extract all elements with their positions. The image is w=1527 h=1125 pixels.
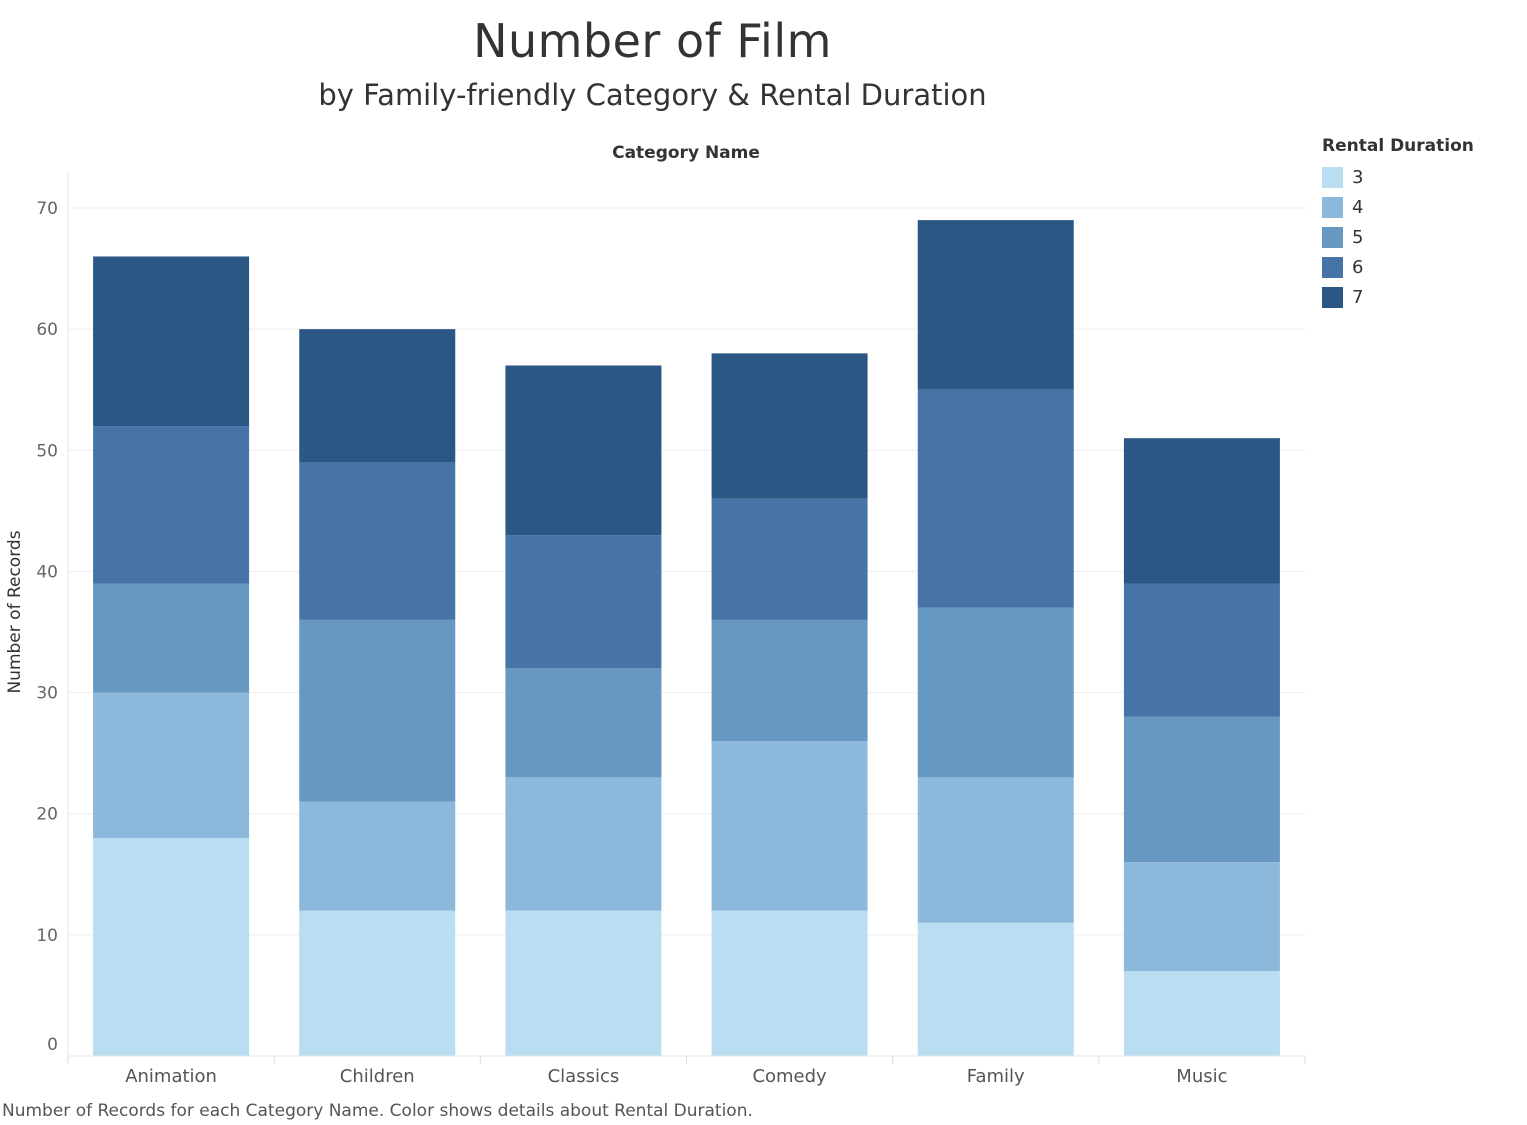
y-tick-label: 20 xyxy=(36,805,58,825)
y-tick-label: 70 xyxy=(36,199,58,219)
bar-segment[interactable] xyxy=(505,535,662,669)
legend-item[interactable]: 4 xyxy=(1322,192,1474,222)
bar-segment[interactable] xyxy=(711,353,868,499)
bar-segment[interactable] xyxy=(917,220,1074,390)
legend: Rental Duration 3 4 5 6 7 xyxy=(1322,136,1474,312)
y-tick-label: 10 xyxy=(36,926,58,946)
bar-segment[interactable] xyxy=(299,329,456,463)
x-axis-title: Category Name xyxy=(612,143,760,163)
bar-segment[interactable] xyxy=(299,801,456,911)
y-tick-label: 40 xyxy=(36,562,58,582)
x-tick-label: Comedy xyxy=(752,1066,827,1087)
bar-segment[interactable] xyxy=(917,922,1074,1056)
gridlines xyxy=(68,207,1305,936)
bar-segment[interactable] xyxy=(93,692,250,838)
legend-item[interactable]: 3 xyxy=(1322,162,1474,192)
stacked-bar-chart: Category Name Number of Records 0 10 20 30 4… xyxy=(5,143,1306,1087)
legend-swatch xyxy=(1322,226,1343,248)
bar-segment[interactable] xyxy=(711,741,868,911)
x-tick-label: Family xyxy=(967,1066,1025,1087)
legend-label: 4 xyxy=(1352,196,1364,218)
legend-swatch xyxy=(1322,256,1343,278)
bar-segment[interactable] xyxy=(505,668,662,778)
bar-segment[interactable] xyxy=(299,619,456,802)
legend-label: 6 xyxy=(1352,256,1364,278)
bar-segment[interactable] xyxy=(1123,583,1280,717)
bar-segment[interactable] xyxy=(711,619,868,742)
x-tick-label: Children xyxy=(340,1066,415,1087)
bar-segment[interactable] xyxy=(917,389,1074,608)
chart-subtitle: by Family-friendly Category & Rental Dur… xyxy=(318,78,987,112)
legend-item[interactable]: 7 xyxy=(1322,282,1474,312)
x-tick-label: Animation xyxy=(125,1066,217,1087)
chart-title: Number of Film xyxy=(473,14,832,68)
axes: Category Name Number of Records 0 10 20 30 4… xyxy=(5,143,1306,1087)
bar-segment[interactable] xyxy=(917,607,1074,778)
bar-segment[interactable] xyxy=(711,498,868,620)
bar-segment[interactable] xyxy=(505,777,662,911)
bar-segment[interactable] xyxy=(917,777,1074,923)
x-tick-label: Classics xyxy=(548,1066,620,1087)
bar-segment[interactable] xyxy=(1123,438,1280,584)
bar-segment[interactable] xyxy=(505,365,662,536)
bar-segment[interactable] xyxy=(711,910,868,1056)
legend-swatch xyxy=(1322,166,1343,188)
y-tick-label: 50 xyxy=(36,441,58,461)
bar-segment[interactable] xyxy=(1123,862,1280,972)
legend-swatch xyxy=(1322,196,1343,218)
bar-segment[interactable] xyxy=(93,426,250,584)
bars xyxy=(93,220,1280,1056)
bar-segment[interactable] xyxy=(93,837,250,1056)
x-tick-label: Music xyxy=(1176,1066,1227,1087)
y-tick-label: 60 xyxy=(36,320,58,340)
chart-caption: Number of Records for each Category Name… xyxy=(2,1101,753,1121)
bar-segment[interactable] xyxy=(1123,716,1280,863)
legend-item[interactable]: 6 xyxy=(1322,252,1474,282)
bar-segment[interactable] xyxy=(299,910,456,1056)
y-tick-label: 30 xyxy=(36,684,58,704)
bar-segment[interactable] xyxy=(505,910,662,1056)
y-tick-label: 0 xyxy=(47,1035,58,1055)
legend-label: 7 xyxy=(1352,286,1364,308)
bar-segment[interactable] xyxy=(299,462,456,620)
legend-swatch xyxy=(1322,286,1343,308)
legend-items: 3 4 5 6 7 xyxy=(1322,162,1474,312)
bar-segment[interactable] xyxy=(93,256,250,427)
bar-segment[interactable] xyxy=(93,583,250,693)
legend-title: Rental Duration xyxy=(1322,136,1474,156)
legend-label: 5 xyxy=(1352,226,1364,248)
legend-label: 3 xyxy=(1352,166,1364,188)
bar-segment[interactable] xyxy=(1123,971,1280,1056)
y-axis-title: Number of Records xyxy=(5,530,25,693)
legend-item[interactable]: 5 xyxy=(1322,222,1474,252)
